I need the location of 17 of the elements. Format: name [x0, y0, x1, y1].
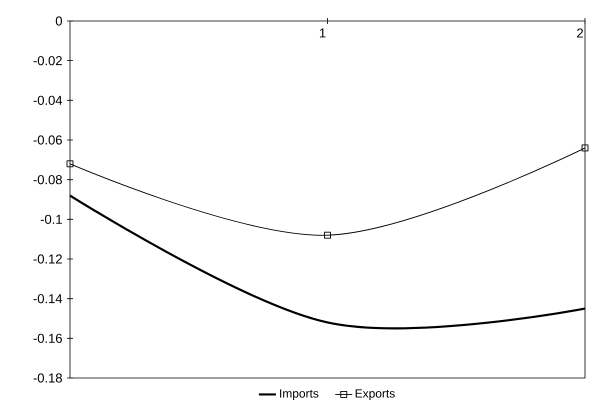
- x-tick-label: 1: [320, 28, 326, 38]
- y-tick-label: -0.16: [34, 334, 62, 343]
- x-tick-label: 2: [577, 28, 583, 38]
- y-tick-label: -0.12: [34, 254, 62, 264]
- point: [582, 144, 588, 152]
- y-tick-label: -0.14: [34, 294, 62, 304]
- point: [324, 232, 331, 239]
- legend-label: Exports: [356, 389, 395, 400]
- y-tick-label: -0.18: [34, 373, 62, 383]
- y-tick-label: -0.08: [34, 175, 62, 184]
- y-tick-label: -0.06: [34, 135, 62, 145]
- y-tick-label: 0: [56, 16, 62, 26]
- legend-label: Imports: [280, 389, 318, 400]
- y-tick-label: -0.02: [34, 56, 62, 66]
- y-tick-label: -0.04: [34, 96, 62, 105]
- point: [66, 160, 74, 168]
- y-tick-label: -0.1: [40, 214, 62, 224]
